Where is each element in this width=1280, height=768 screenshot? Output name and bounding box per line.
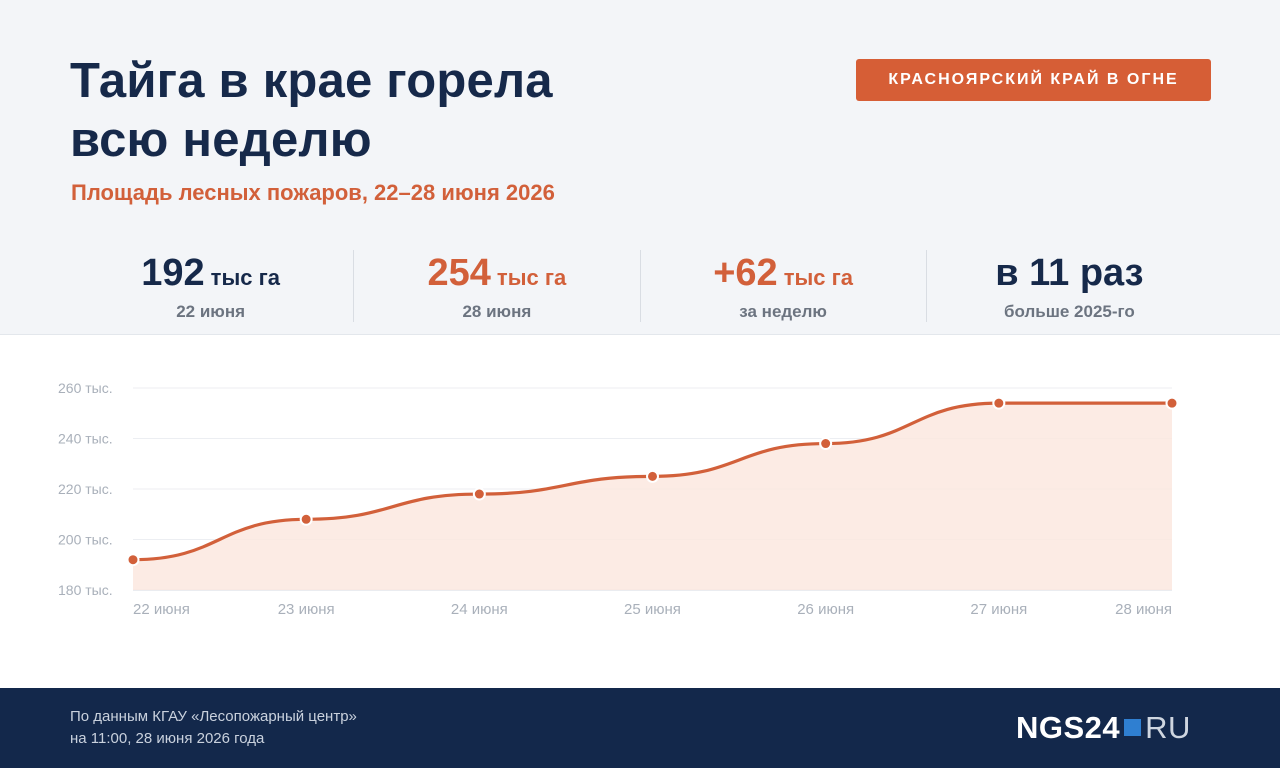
page-subtitle: Площадь лесных пожаров, 22–28 июня 2026 [71, 180, 555, 205]
y-tick-label: 200 тыс. [58, 532, 113, 548]
x-tick-label: 26 июня [797, 601, 854, 618]
source-line: По данным КГАУ «Лесопожарный центр» [70, 708, 357, 725]
page-title: Тайга в крае горела всю неделю [70, 52, 770, 170]
data-point [992, 396, 1006, 410]
header-panel: Тайга в крае горела всю неделю Площадь л… [0, 0, 1280, 335]
stat-number: 192 [141, 252, 205, 294]
series-area [133, 403, 1172, 590]
stat-number: 254 [427, 252, 491, 294]
stat-value: 254 тыс га [354, 250, 639, 296]
data-point [1165, 396, 1179, 410]
stat-value: в 11 раз [927, 250, 1212, 296]
stat-label: больше 2025-го [1003, 302, 1135, 321]
stat-year-comparison: в 11 раз больше 2025-го [925, 250, 1212, 322]
region-badge: КРАСНОЯРСКИЙ КРАЙ В ОГНЕ [856, 59, 1211, 101]
y-tick-label: 260 тыс. [58, 380, 113, 396]
data-point [819, 437, 833, 451]
stat-weekly-growth: +62 тыс га за неделю [639, 250, 926, 322]
stats-row: 192 тыс га 22 июня 254 тыс га 28 июня +62 т… [68, 250, 1212, 322]
x-tick-label: 23 июня [278, 601, 335, 618]
x-tick-label: 22 июня [133, 601, 190, 618]
y-tick-label: 180 тыс. [58, 582, 113, 598]
stat-value: 192 тыс га [68, 250, 353, 296]
data-point [646, 469, 659, 483]
stat-unit: тыс га [496, 265, 567, 290]
x-tick-label: 28 июня [1115, 601, 1172, 618]
footer: По данным КГАУ «Лесопожарный центр» на 1… [0, 688, 1280, 768]
stat-number: +62 [713, 252, 778, 294]
stat-unit: тыс га [783, 265, 854, 290]
stat-label: за неделю [739, 302, 827, 321]
x-tick-label: 24 июня [451, 601, 508, 618]
y-tick-label: 220 тыс. [58, 481, 113, 497]
data-point [299, 512, 313, 526]
source-note: По данным КГАУ «Лесопожарный центр» на 1… [70, 706, 357, 750]
fire-area-chart: 180 тыс. 200 тыс. 220 тыс. 240 тыс. 260 тыс.… [58, 380, 1179, 618]
x-tick-label: 27 июня [970, 601, 1027, 618]
source-line: на 11:00, 28 июня 2026 года [70, 730, 265, 747]
title-line: Тайга в крае горела [70, 54, 553, 108]
title-line: всю неделю [70, 113, 372, 167]
stat-value: +62 тыс га [641, 250, 926, 296]
stat-label: 22 июня [176, 302, 246, 321]
ngs24-logo[interactable]: NGS24 RU [1016, 708, 1191, 748]
stat-number: в 11 раз [995, 252, 1144, 294]
stat-end-area: 254 тыс га 28 июня [353, 250, 639, 322]
logo-square-icon [1124, 718, 1142, 736]
y-tick-label: 240 тыс. [58, 431, 113, 447]
logo-text: NGS24 [1016, 710, 1121, 745]
stat-label: 28 июня [462, 302, 532, 321]
data-point [472, 487, 486, 501]
data-point [126, 553, 140, 567]
stat-unit: тыс га [210, 265, 280, 290]
logo-suffix: RU [1145, 710, 1191, 745]
stat-start-area: 192 тыс га 22 июня [68, 250, 353, 322]
x-tick-label: 25 июня [624, 601, 681, 618]
